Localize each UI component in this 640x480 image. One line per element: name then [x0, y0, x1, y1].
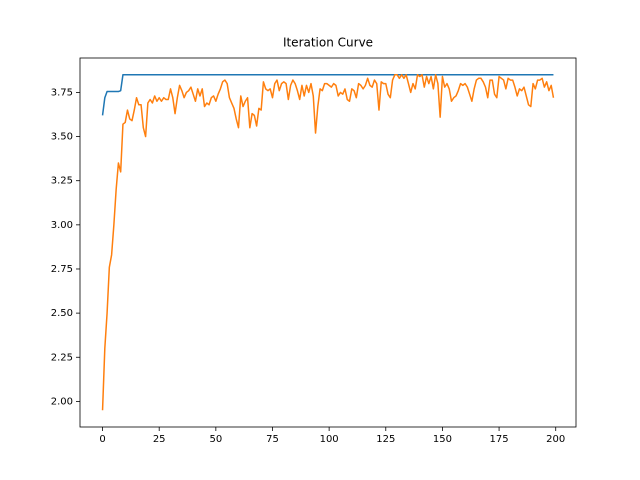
y-tick-label: 2.00 [51, 396, 73, 407]
y-tick-label: 3.75 [51, 87, 73, 98]
chart-title: Iteration Curve [283, 36, 373, 50]
y-tick-label: 3.25 [51, 176, 73, 187]
x-tick-label: 0 [99, 434, 105, 445]
y-tick-label: 2.25 [51, 352, 73, 363]
x-tick-label: 75 [266, 434, 279, 445]
y-tick-label: 3.50 [51, 132, 73, 143]
y-tick-label: 3.00 [51, 220, 73, 231]
x-tick-label: 25 [153, 434, 166, 445]
y-tick-label: 2.75 [51, 264, 73, 275]
x-tick-label: 125 [376, 434, 395, 445]
line-series [101, 74, 554, 116]
axes-frame [79, 57, 577, 428]
x-tick-label: 150 [433, 434, 452, 445]
x-tick-label: 100 [320, 434, 339, 445]
x-tick-label: 175 [490, 434, 509, 445]
line-series [101, 74, 555, 411]
x-tick-label: 200 [546, 434, 565, 445]
x-tick-label: 50 [209, 434, 222, 445]
y-tick-label: 2.50 [51, 308, 73, 319]
